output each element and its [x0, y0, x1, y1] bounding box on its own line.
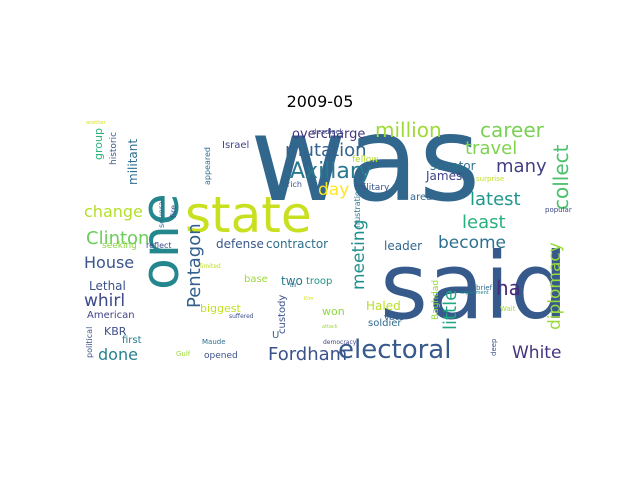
word-1: said: [380, 233, 568, 340]
word-47: custody: [277, 295, 288, 334]
word-51: area: [410, 192, 432, 203]
word-3: one: [131, 193, 191, 290]
word-59: appeared: [203, 147, 212, 185]
word-25: ha: [496, 276, 521, 300]
word-14: least: [462, 212, 506, 233]
word-2: state: [185, 186, 312, 244]
word-49: opened: [204, 351, 238, 361]
word-9: travel: [465, 138, 517, 159]
word-74: experiment: [460, 290, 489, 296]
word-4: electoral: [338, 335, 451, 365]
word-75: surprise: [476, 175, 504, 183]
word-32: militant: [126, 139, 140, 185]
word-48: won: [322, 305, 345, 318]
word-40: troop: [306, 276, 332, 287]
word-67: Maude: [202, 338, 226, 346]
word-72: popular: [545, 206, 572, 214]
word-11: many: [496, 156, 547, 177]
word-19: whirl: [84, 291, 125, 311]
word-38: Lethal: [89, 279, 126, 293]
word-35: defense: [216, 237, 264, 251]
word-37: leader: [384, 239, 422, 253]
word-71: Wait: [500, 305, 516, 313]
word-42: soldier: [368, 318, 402, 329]
word-29: senator: [430, 159, 476, 173]
word-44: American: [87, 310, 135, 321]
word-73: brief: [476, 284, 493, 292]
word-77: U: [272, 330, 279, 341]
word-46: biggest: [200, 302, 242, 315]
word-33: group: [92, 128, 105, 160]
word-34: historic: [109, 132, 119, 165]
word-6: million: [375, 118, 442, 142]
word-22: Pentagon: [184, 223, 205, 308]
word-54: military: [355, 183, 390, 193]
word-20: done: [98, 345, 138, 364]
word-cloud-background: [80, 118, 574, 364]
word-76: another: [86, 120, 106, 126]
word-53: Baghdad: [431, 280, 441, 320]
word-26: diplomacy: [545, 242, 565, 330]
word-7: career: [480, 118, 545, 142]
word-64: limited: [200, 263, 221, 270]
word-39: two: [281, 274, 303, 288]
word-66: Gulf: [176, 350, 191, 358]
word-61: reflect: [146, 241, 172, 250]
word-43: KBR: [104, 325, 127, 338]
word-79: Bil: [290, 283, 296, 289]
word-12: latest: [470, 189, 521, 210]
word-30: James: [425, 169, 462, 183]
word-8: mutation: [285, 140, 367, 161]
word-16: Clinton: [86, 228, 149, 249]
word-0: was: [250, 90, 480, 228]
word-5: Axillary: [290, 159, 372, 184]
word-80: attack: [322, 324, 338, 330]
word-63: several: [157, 199, 166, 228]
word-24: little: [440, 290, 461, 330]
word-31: Israel: [222, 140, 249, 151]
word-18: House: [84, 253, 134, 272]
word-60: seeking: [102, 241, 137, 251]
word-70: deep: [490, 338, 498, 356]
word-55: fellow: [352, 155, 379, 165]
word-21: Fordham: [268, 344, 347, 365]
word-58: rich: [287, 180, 302, 189]
word-23: meeting: [349, 220, 369, 290]
word-45: first: [122, 335, 142, 346]
word-27: White: [512, 343, 561, 363]
word-15: become: [438, 233, 506, 253]
word-56: deadlock: [312, 128, 345, 136]
word-41: Haled: [366, 299, 401, 313]
word-69: democracy: [323, 339, 357, 346]
word-52: vote: [384, 313, 404, 323]
word-13: day: [318, 180, 349, 200]
word-28: overcharge: [292, 127, 365, 142]
page-title: 2009-05: [286, 92, 354, 111]
word-65: political: [85, 327, 94, 358]
word-78: Kim: [304, 296, 314, 302]
word-17: change: [84, 202, 143, 221]
word-68: suffered: [229, 313, 254, 320]
word-10: collect: [549, 144, 573, 210]
word-62: fire: [169, 205, 178, 218]
word-36: contractor: [266, 237, 328, 251]
word-57: frustration: [353, 186, 362, 228]
word-50: base: [244, 274, 268, 285]
